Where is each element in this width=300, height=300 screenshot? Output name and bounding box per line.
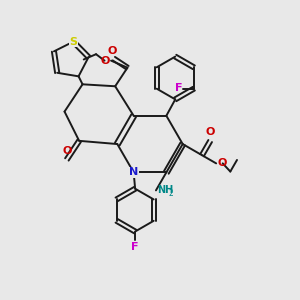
Text: N: N xyxy=(129,167,138,177)
Text: NH: NH xyxy=(158,185,174,195)
Text: F: F xyxy=(175,83,182,93)
Text: 2: 2 xyxy=(168,190,173,199)
Text: O: O xyxy=(108,46,117,56)
Text: O: O xyxy=(100,56,110,66)
Text: O: O xyxy=(206,128,215,137)
Text: S: S xyxy=(69,37,77,47)
Text: O: O xyxy=(218,158,227,168)
Text: F: F xyxy=(131,242,139,252)
Text: O: O xyxy=(62,146,72,156)
